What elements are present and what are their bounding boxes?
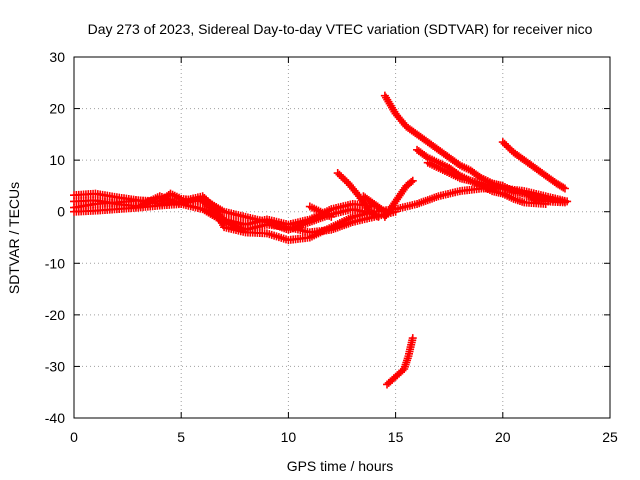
series-track-8 [380,176,417,221]
x-tick-label: 15 [388,429,404,445]
y-tick-label: 30 [49,49,65,65]
y-axis-label: SDTVAR / TECUs [6,182,22,294]
x-axis-label: GPS time / hours [287,458,394,474]
data-point [560,184,569,193]
ticks: 0 5 10 15 20 25 -40 -30 -20 -10 0 10 20 30 [45,49,618,445]
series-track-7 [359,192,389,216]
series-track-13 [477,174,569,207]
data-point [372,211,381,220]
series-track-12 [498,138,569,193]
series-track-5 [333,169,383,221]
x-tick-label: 25 [602,429,618,445]
data-point [391,207,400,216]
y-tick-label: -10 [45,255,65,271]
grid [74,57,610,418]
chart-title: Day 273 of 2023, Sidereal Day-to-day VTE… [88,21,593,37]
data-point [560,198,569,207]
data-point [407,178,416,187]
data-point [327,212,336,221]
y-tick-label: -40 [45,410,65,426]
x-tick-label: 5 [177,429,185,445]
data-point [559,183,568,192]
x-tick-label: 20 [495,429,511,445]
series-track-6 [305,202,336,221]
y-tick-label: -20 [45,307,65,323]
series-track-14 [383,334,417,389]
y-tick-label: -30 [45,358,65,374]
x-tick-label: 10 [281,429,297,445]
plot-frame [73,56,611,419]
series-layer [70,91,572,389]
y-tick-label: 10 [49,152,65,168]
y-tick-label: 0 [57,204,65,220]
data-point [408,176,417,185]
y-tick-label: 20 [49,101,65,117]
data-point [408,334,417,343]
x-tick-label: 0 [70,429,78,445]
series-track-9 [380,91,507,191]
